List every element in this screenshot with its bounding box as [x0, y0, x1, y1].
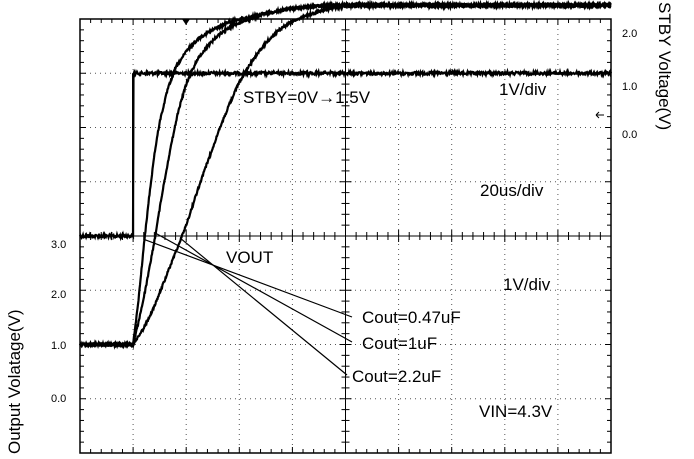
- callout-lines: [144, 232, 353, 376]
- right-tick-label: 0.0: [622, 129, 637, 141]
- condition-label: STBY=0V→1.5V: [243, 88, 371, 107]
- right-tick-label: 1.0: [622, 81, 637, 93]
- left-tick-label: 1.0: [51, 340, 66, 352]
- tscale-label: 20us/div: [480, 181, 544, 200]
- series-label: Cout=2.2uF: [352, 367, 441, 386]
- plot-frame: [79, 18, 612, 454]
- left-tick-label: 2.0: [51, 289, 66, 301]
- top-vscale-label: 1V/div: [499, 80, 547, 99]
- callout-line: [180, 238, 348, 376]
- stby-trace: [78, 67, 613, 242]
- left-tick-label: 3.0: [51, 239, 66, 251]
- series-label: Cout=1uF: [362, 334, 437, 353]
- level-marker: [595, 111, 604, 119]
- bottom-vscale-label: 1V/div: [503, 275, 551, 294]
- right-tick-label: 2.0: [622, 28, 637, 40]
- traces: [78, 0, 613, 350]
- callout-line: [144, 238, 353, 318]
- left-axis-title: Output Volatage(V): [5, 309, 24, 454]
- vin-label: VIN=4.3V: [479, 402, 553, 421]
- callout-line: [155, 232, 353, 343]
- trigger-marker: [182, 19, 190, 25]
- left-tick-label: 0.0: [51, 393, 66, 405]
- vout-label: VOUT: [226, 248, 273, 267]
- vout-trace: [79, 0, 612, 350]
- right-axis-title: STBY Voltage(V): [655, 2, 674, 130]
- series-label: Cout=0.47uF: [362, 308, 461, 327]
